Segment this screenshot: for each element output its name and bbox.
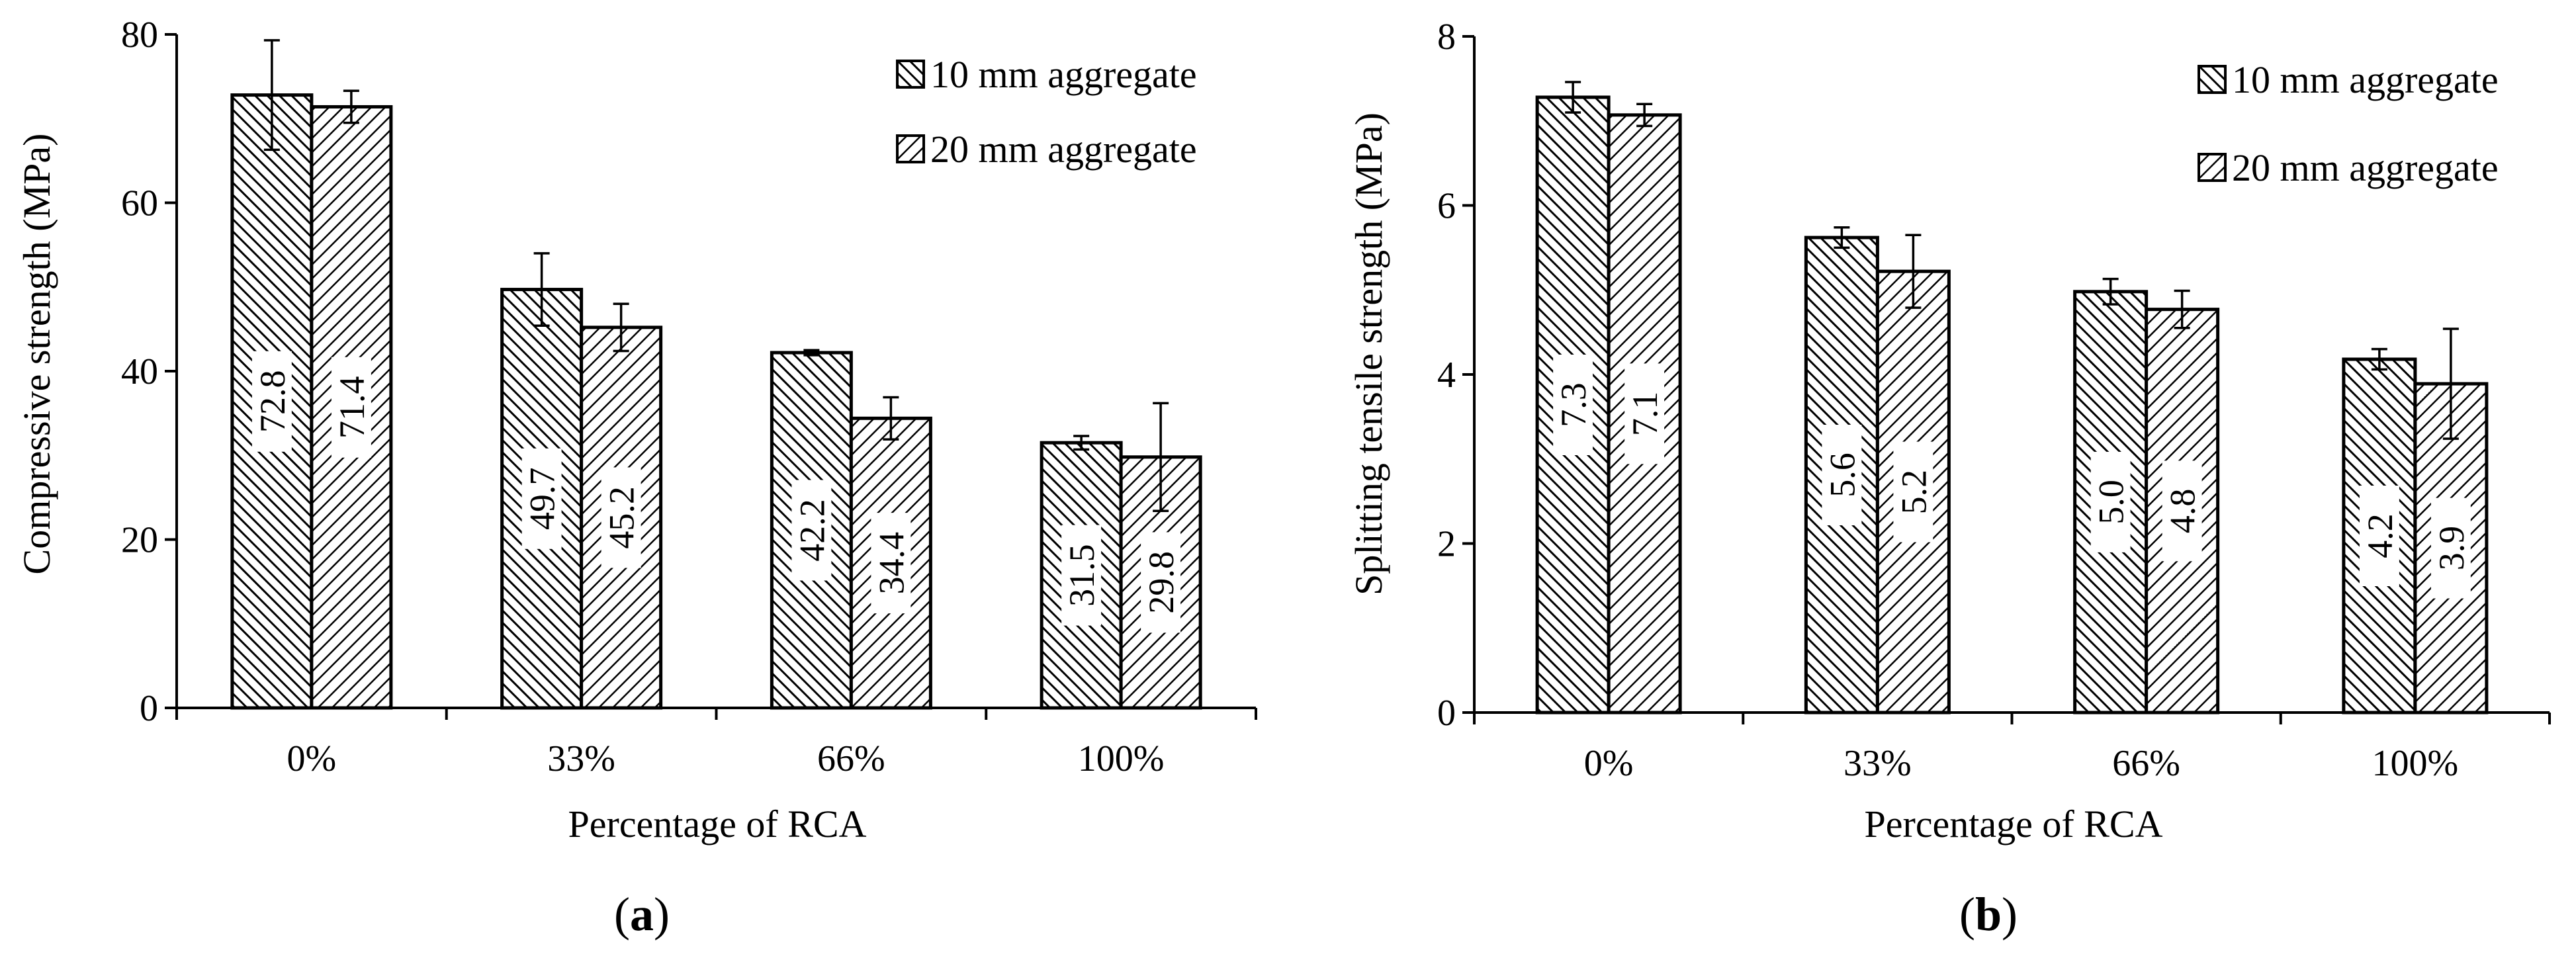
data-label: 45.2 xyxy=(601,467,642,568)
error-bar xyxy=(1073,435,1090,451)
y-tick-label: 40 xyxy=(121,351,158,392)
y-tick-label: 2 xyxy=(1437,524,1456,565)
error-bar xyxy=(2102,277,2119,306)
data-label: 4.2 xyxy=(2359,486,2400,587)
data-label: 49.7 xyxy=(521,448,562,549)
marks-layer: 0 2 4 6 8 0% 33% 66% 100% 7.3 7.1 5.6 5.2 5.0 4.8 4.2 3.… xyxy=(1437,17,2551,784)
error-bar xyxy=(1565,81,1581,114)
data-label-text: 5.0 xyxy=(2092,480,2131,525)
error-bar xyxy=(1834,226,1850,249)
error-bar xyxy=(613,302,629,353)
data-label-text: 5.6 xyxy=(1822,453,1862,498)
panel-caption-a: (a) xyxy=(614,888,670,941)
data-label-text: 29.8 xyxy=(1141,551,1181,614)
data-label: 7.1 xyxy=(1624,363,1665,464)
legend-swatch-10mm xyxy=(896,60,925,89)
data-label: 31.5 xyxy=(1061,525,1102,626)
error-bar xyxy=(343,89,359,124)
error-bar xyxy=(1636,103,1653,128)
x-tick-label: 100% xyxy=(1078,738,1165,779)
error-bar xyxy=(1153,402,1169,512)
x-tick-label: 0% xyxy=(287,738,337,779)
error-bar xyxy=(883,396,899,441)
data-label: 72.8 xyxy=(251,351,292,452)
error-bar xyxy=(803,349,820,357)
legend-label-10mm: 10 mm aggregate xyxy=(930,53,1197,96)
data-label: 71.4 xyxy=(331,357,372,458)
panel-letter-a: a xyxy=(630,888,654,941)
data-label-text: 3.9 xyxy=(2432,526,2471,571)
y-tick-label: 8 xyxy=(1437,17,1456,58)
y-tick-label: 80 xyxy=(121,15,158,56)
data-label-text: 5.2 xyxy=(1894,470,1933,515)
data-label: 7.3 xyxy=(1553,354,1593,455)
y-tick-label: 4 xyxy=(1437,355,1456,396)
data-label-text: 7.3 xyxy=(1554,382,1593,427)
data-label: 4.8 xyxy=(2162,460,2203,562)
legend-swatch-20mm xyxy=(2198,153,2227,182)
panel-a-compressive-strength: Compressive strength (MPa) 0 20 40 60 80 0% 33… xyxy=(15,15,1257,941)
data-label: 5.0 xyxy=(2090,451,2131,552)
y-axis-title: Compressive strength (MPa) xyxy=(15,134,58,575)
error-bar xyxy=(2174,289,2190,329)
panel-b-splitting-tensile-strength: Splitting tensile strength (MPa) 0 2 4 6 8 0%… xyxy=(1347,17,2551,941)
y-axis-title: Splitting tensile strength (MPa) xyxy=(1347,112,1390,595)
data-label-text: 45.2 xyxy=(602,486,642,549)
x-tick-label: 0% xyxy=(1584,743,1634,784)
data-label-text: 31.5 xyxy=(1062,544,1102,607)
panel-caption-b: (b) xyxy=(1959,888,2018,941)
x-axis-title: Percentage of RCA xyxy=(568,803,867,846)
y-tick-label: 6 xyxy=(1437,186,1456,227)
error-bar xyxy=(2442,327,2459,440)
data-label: 42.2 xyxy=(791,480,832,581)
marks-layer: 0 20 40 60 80 0% 33% 66% 100% 72.8 71.4 49.7 45.2 42.… xyxy=(121,15,1257,779)
x-tick-label: 100% xyxy=(2372,743,2459,784)
legend-label-20mm: 20 mm aggregate xyxy=(930,128,1197,171)
data-label: 34.4 xyxy=(871,513,911,614)
data-label-text: 7.1 xyxy=(1625,392,1665,437)
data-label-text: 71.4 xyxy=(332,376,372,439)
legend-label-20mm: 20 mm aggregate xyxy=(2232,146,2499,189)
data-label: 29.8 xyxy=(1141,532,1181,633)
legend: 10 mm aggregate 20 mm aggregate xyxy=(2198,58,2499,189)
y-tick-label: 0 xyxy=(1437,693,1456,734)
legend-swatch-20mm xyxy=(896,134,925,163)
x-tick-label: 33% xyxy=(547,738,615,779)
error-bar xyxy=(1905,234,1922,309)
error-bar xyxy=(263,39,280,152)
x-tick-label: 33% xyxy=(1843,743,1912,784)
x-tick-label: 66% xyxy=(817,738,885,779)
legend-swatch-10mm xyxy=(2198,65,2227,94)
data-label: 5.6 xyxy=(1822,425,1862,526)
data-label-text: 42.2 xyxy=(792,499,832,562)
data-label: 3.9 xyxy=(2430,498,2471,599)
panel-letter-b: b xyxy=(1975,888,2002,941)
data-label: 5.2 xyxy=(1893,441,1933,543)
x-tick-label: 66% xyxy=(2112,743,2180,784)
error-bar xyxy=(2371,347,2387,371)
x-axis-title: Percentage of RCA xyxy=(1865,803,2163,846)
data-label-text: 49.7 xyxy=(523,468,562,531)
legend: 10 mm aggregate 20 mm aggregate xyxy=(896,53,1197,171)
data-label-text: 4.8 xyxy=(2163,489,2203,534)
data-label-text: 4.2 xyxy=(2360,513,2400,558)
error-bar xyxy=(533,252,550,327)
data-label-text: 34.4 xyxy=(871,532,911,595)
y-tick-label: 0 xyxy=(140,688,158,729)
y-tick-label: 20 xyxy=(121,520,158,561)
data-label-text: 72.8 xyxy=(253,370,292,433)
legend-label-10mm: 10 mm aggregate xyxy=(2232,58,2499,101)
y-tick-label: 60 xyxy=(121,183,158,224)
